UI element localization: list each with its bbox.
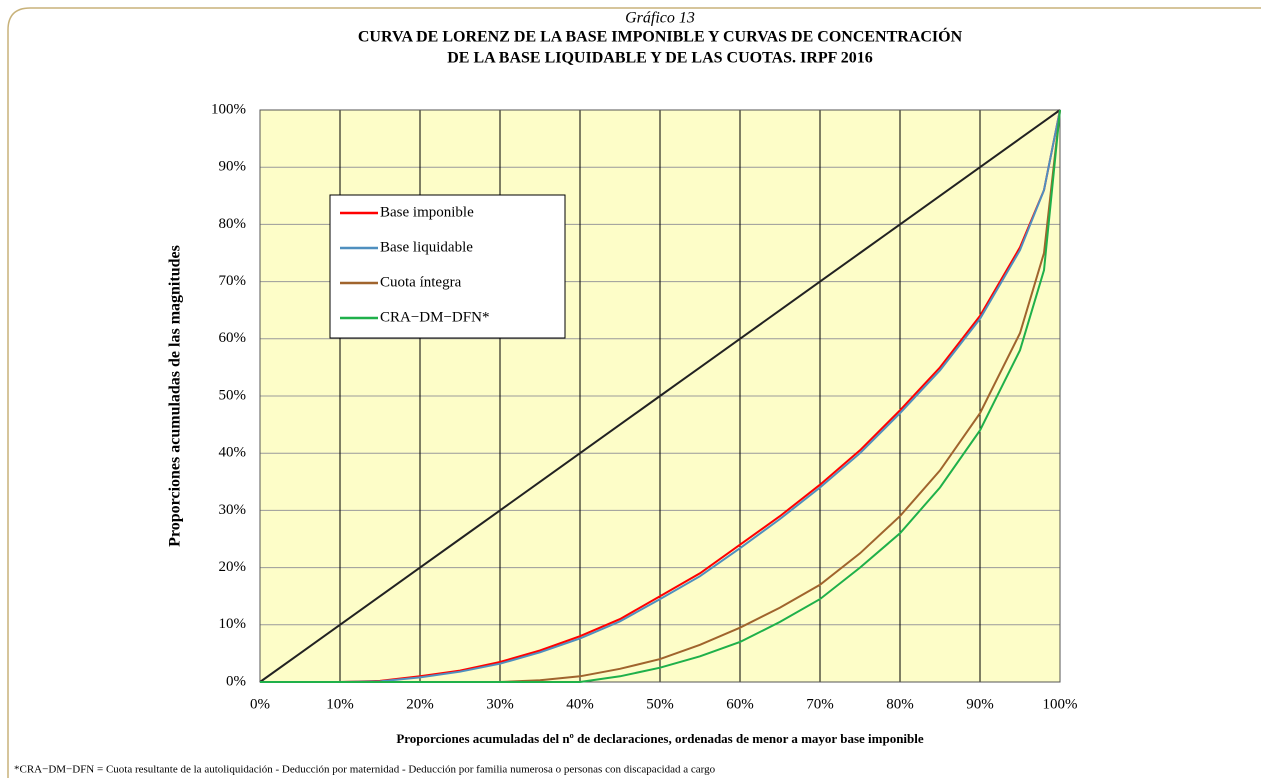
y-tick-label: 80% [219, 216, 247, 232]
legend-label: Base imponible [380, 204, 474, 220]
x-tick-label: 60% [726, 696, 754, 712]
x-tick-label: 70% [806, 696, 834, 712]
series-line [259, 109, 1061, 683]
chart-title: DE LA BASE LIQUIDABLE Y DE LAS CUOTAS. I… [447, 50, 873, 67]
y-axis-label: Proporciones acumuladas de las magnitude… [167, 245, 184, 547]
y-tick-label: 100% [211, 101, 246, 117]
x-tick-label: 0% [250, 696, 270, 712]
chart-title: CURVA DE LORENZ DE LA BASE IMPONIBLE Y C… [358, 27, 963, 46]
x-tick-label: 100% [1043, 696, 1078, 712]
y-tick-label: 10% [219, 616, 247, 632]
y-tick-label: 20% [219, 559, 247, 575]
x-tick-label: 20% [406, 696, 434, 712]
x-tick-label: 80% [886, 696, 914, 712]
x-axis-label: Proporciones acumuladas del nº de declar… [396, 731, 924, 746]
x-tick-label: 50% [646, 696, 674, 712]
series-line [260, 109, 1061, 683]
x-tick-label: 90% [966, 696, 994, 712]
x-tick-label: 40% [566, 696, 594, 712]
y-tick-label: 90% [219, 159, 247, 175]
y-tick-label: 70% [219, 273, 247, 289]
y-tick-label: 30% [219, 502, 247, 518]
x-tick-label: 30% [486, 696, 514, 712]
y-tick-label: 60% [219, 330, 247, 346]
legend-label: Cuota íntegra [380, 274, 462, 290]
y-tick-label: 0% [226, 673, 246, 689]
y-tick-label: 40% [219, 445, 247, 461]
series-line [260, 109, 1061, 683]
legend-label: CRA−DM−DFN* [380, 309, 489, 325]
footnote: *CRA−DM−DFN = Cuota resultante de la aut… [14, 764, 716, 776]
x-tick-label: 10% [326, 696, 354, 712]
chart-label: Gráfico 13 [625, 10, 695, 27]
legend-box [329, 194, 566, 339]
y-tick-label: 50% [219, 387, 247, 403]
legend-label: Base liquidable [380, 239, 473, 255]
frame [7, 7, 1261, 778]
plot-border [259, 109, 1061, 683]
